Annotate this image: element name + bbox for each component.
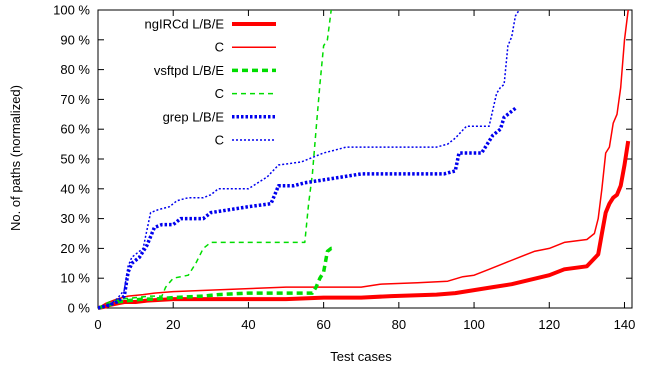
y-tick-label: 60 % <box>60 122 90 137</box>
x-tick-label: 140 <box>614 317 636 332</box>
x-tick-label: 100 <box>463 317 485 332</box>
plot-frame <box>97 9 633 309</box>
legend-label-2: vsftpd L/B/E <box>154 63 224 78</box>
y-axis-label: No. of paths (normalized) <box>8 85 23 231</box>
series-line-3 <box>98 9 332 309</box>
y-tick-label: 30 % <box>60 211 90 226</box>
y-tick-label: 100 % <box>53 3 90 18</box>
series-line-5 <box>98 9 520 309</box>
legend-label-1: C <box>215 40 224 55</box>
axes: 0 % 10 % 20 % 30 % 40 % 50 % 60 % 70 % 80 % 90 % 1… <box>53 3 635 333</box>
series-line-0 <box>98 140 631 310</box>
y-tick-label: 50 % <box>60 152 90 167</box>
x-tick-label: 120 <box>538 317 560 332</box>
x-tick-label: 0 <box>94 317 101 332</box>
y-tick-label: 40 % <box>60 181 90 196</box>
y-tick-label: 0 % <box>68 301 91 316</box>
legend-label-5: C <box>215 133 224 148</box>
legend-label-4: grep L/B/E <box>163 109 225 124</box>
x-tick-label: 40 <box>241 317 255 332</box>
y-tick-label: 80 % <box>60 62 90 77</box>
legend-label-0: ngIRCd L/B/E <box>145 17 225 32</box>
series-line-1 <box>98 9 629 309</box>
y-tick-label: 10 % <box>60 271 90 286</box>
x-axis-label: Test cases <box>330 349 392 364</box>
legend-label-3: C <box>215 86 224 101</box>
x-tick-label: 20 <box>166 317 180 332</box>
x-tick-label: 80 <box>392 317 406 332</box>
y-tick-label: 70 % <box>60 92 90 107</box>
y-tick-label: 90 % <box>60 32 90 47</box>
x-tick-label: 60 <box>316 317 330 332</box>
series-lines <box>98 9 631 310</box>
series-line-2 <box>98 246 335 310</box>
y-tick-label: 20 % <box>60 241 90 256</box>
series-line-4 <box>98 106 517 310</box>
